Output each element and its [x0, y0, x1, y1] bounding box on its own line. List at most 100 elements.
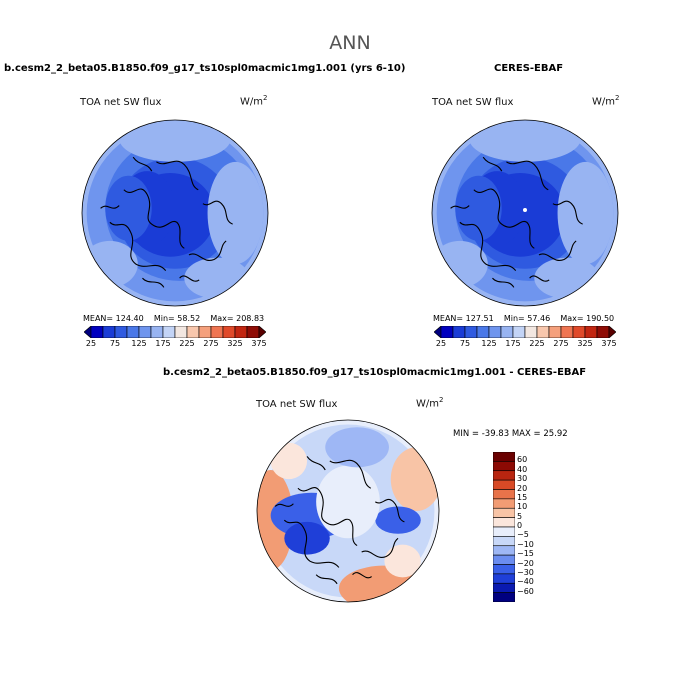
panel-1-colorbar-tick-label: 225 — [179, 339, 195, 348]
panel-2-colorbar-tick-label: 25 — [435, 339, 447, 348]
panel-2-coastline — [459, 221, 517, 272]
panel-3-colorbar-box — [493, 545, 515, 556]
panel-2-units: W/m2 — [592, 94, 619, 107]
panel-3-colorbar-box — [493, 470, 515, 481]
panel-2-units-base: W/m — [592, 96, 615, 108]
panel-3-colorbar-box — [493, 498, 515, 509]
panel-1-colorbar-tick-label: 375 — [251, 339, 267, 348]
panel-2-colorbar-box — [476, 326, 490, 338]
panel-3-colorbar-tick-label: 10 — [517, 502, 528, 512]
panel-2-colorbar-tick-label: 175 — [505, 339, 521, 348]
panel-2-colorbar-box — [524, 326, 538, 338]
panel-1-units-exp: 2 — [263, 94, 268, 102]
panel-1-colorbar-box — [162, 326, 176, 338]
panel-1-coastline — [179, 275, 200, 282]
panel-2-coastline — [473, 188, 535, 249]
panel-2-colorbar — [434, 326, 616, 338]
panel-2-field-contour — [534, 257, 600, 299]
panel-3-colorbar-box — [493, 573, 515, 584]
panel-1-colorbar-box — [138, 326, 152, 338]
panel-2-colorbar-box — [452, 326, 466, 338]
panel-1-colorbar-box — [114, 326, 128, 338]
panel-3-colorbar-tick-label: −10 — [517, 539, 534, 549]
panel-2-coastline — [450, 205, 470, 209]
panel-3-colorbar-box — [493, 461, 515, 472]
panel-1-coastline — [202, 200, 233, 225]
panel-2-colorbar-tick-label: 325 — [577, 339, 593, 348]
panel-2-map-border — [431, 119, 619, 307]
panel-3-coastline — [283, 519, 340, 568]
panel-1-colorbar-box — [90, 326, 104, 338]
panel-2-field-contour — [557, 161, 614, 265]
panel-1-map-border — [81, 119, 269, 307]
panel-1-colorbar-tick-label: 125 — [131, 339, 147, 348]
panel-1-colorbar-min-arrow — [84, 326, 92, 338]
panel-1-colorbar-box — [186, 326, 200, 338]
panel-1-colorbar-tick-label: 25 — [85, 339, 97, 348]
panel-2-coastline — [538, 240, 577, 261]
panel-3-variable: TOA net SW flux — [256, 399, 338, 410]
panel-3-coastline — [315, 574, 338, 585]
panel-1-colorbar-max-arrow — [258, 326, 266, 338]
panel-3-coastline — [361, 537, 399, 558]
panel-1-coastline — [156, 160, 199, 191]
panel-1-coastline — [142, 277, 165, 288]
panel-1-colorbar — [84, 326, 266, 338]
panel-1-units: W/m2 — [240, 94, 267, 107]
panel-1-colorbar-box — [210, 326, 224, 338]
panel-1-colorbar-box — [102, 326, 116, 338]
panel-2-variable: TOA net SW flux — [432, 97, 514, 108]
panel-3-colorbar-tick-label: 20 — [517, 483, 528, 493]
panel-2-coastline — [482, 156, 503, 172]
panel-3-field-contour — [325, 427, 389, 468]
panel-2-colorbar-tick-label: 375 — [601, 339, 617, 348]
panel-2-units-exp: 2 — [615, 94, 620, 102]
panel-2-coastline — [529, 275, 550, 282]
panel-1-mean: MEAN= 124.40 — [83, 314, 144, 323]
panel-3-colorbar-tick-label: −5 — [517, 530, 529, 540]
panel-3-coastline — [274, 503, 294, 507]
panel-1-coastline — [188, 240, 227, 261]
panel-3-field-contour — [316, 465, 380, 539]
panel-3-field-contour — [384, 544, 421, 578]
panel-3-colorbar-tick-label: 30 — [517, 474, 528, 484]
panel-3-field-contour — [284, 521, 330, 555]
panel-2-colorbar-box — [560, 326, 574, 338]
panel-3-title: b.cesm2_2_beta05.B1850.f09_g17_ts10spl0m… — [163, 367, 587, 378]
panel-2-colorbar-labels: 25 75 125 175 225 275 325 375 — [434, 339, 617, 351]
panel-1-colorbar-box — [246, 326, 260, 338]
panel-2-colorbar-box — [440, 326, 454, 338]
panel-3-units: W/m2 — [416, 396, 443, 409]
panel-1-colorbar-box — [150, 326, 164, 338]
panel-2-colorbar-min-arrow — [434, 326, 442, 338]
panel-2-min: Min= 57.46 — [503, 314, 551, 323]
panel-2-colorbar-box — [584, 326, 598, 338]
panel-3-map-border — [256, 419, 440, 603]
panel-3-colorbar-tick-label: 40 — [517, 464, 528, 474]
panel-1-colorbar-box — [198, 326, 212, 338]
panel-2-max: Max= 190.50 — [560, 314, 615, 323]
panel-3-coastline — [352, 572, 372, 579]
panel-2-stats: MEAN= 127.51 Min= 57.46 Max= 190.50 — [433, 314, 614, 323]
panel-3-colorbar-tick-label: −15 — [517, 549, 534, 559]
panel-1-field-contour — [119, 120, 231, 162]
panel-1-colorbar-box — [174, 326, 188, 338]
panel-1-coastline — [109, 221, 167, 272]
panel-2-mean: MEAN= 127.51 — [433, 314, 494, 323]
panel-3-units-base: W/m — [416, 398, 439, 410]
panel-2-field-contour — [432, 240, 488, 288]
panel-3-map-field — [257, 420, 439, 602]
panel-3-colorbar-tick-label: 5 — [517, 511, 523, 521]
panel-2-colorbar-tick-label: 225 — [529, 339, 545, 348]
panel-2-colorbar-tick-label: 125 — [481, 339, 497, 348]
panel-3-colorbar-tick-label: −40 — [517, 577, 534, 587]
panel-1-field-contour — [184, 257, 250, 299]
panel-1-title: b.cesm2_2_beta05.B1850.f09_g17_ts10spl0m… — [4, 63, 406, 74]
panel-3-map — [256, 419, 440, 603]
panel-3-units-exp: 2 — [439, 396, 444, 404]
panel-2-coastline — [492, 277, 515, 288]
panel-1-colorbar-tick-label: 275 — [203, 339, 219, 348]
panel-3-colorbar-box — [493, 517, 515, 528]
panel-3-colorbar-tick-label: −20 — [517, 558, 534, 568]
panel-1-stats: MEAN= 124.40 Min= 58.52 Max= 208.83 — [83, 314, 264, 323]
